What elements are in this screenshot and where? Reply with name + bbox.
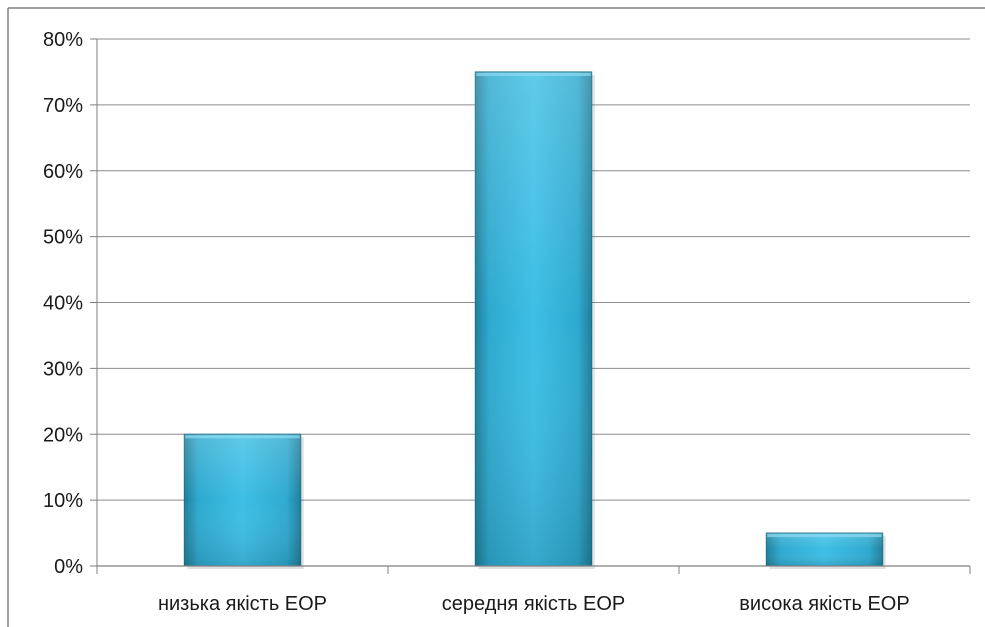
x-axis-category-labels: низька якість ЕОР середня якість ЕОР висок… [158, 593, 910, 615]
bar [183, 433, 304, 569]
x-category-label: висока якість ЕОР [739, 593, 909, 615]
x-category-label: низька якість ЕОР [158, 593, 327, 615]
y-tick-label: 30% [43, 358, 83, 380]
y-tick-label: 0% [54, 556, 83, 578]
bar-top-bevel [476, 72, 591, 76]
bar [765, 532, 886, 569]
bar-highlight [184, 434, 301, 566]
bar-highlight [475, 71, 592, 566]
bar [474, 71, 595, 569]
bars [183, 71, 886, 569]
y-tick-label: 10% [43, 490, 83, 512]
x-category-label: середня якість ЕОР [442, 593, 625, 615]
y-tick-label: 50% [43, 227, 83, 249]
x-axis [96, 39, 971, 574]
y-tick-label: 60% [43, 161, 83, 183]
y-tick-label: 70% [43, 95, 83, 117]
y-tick-label: 80% [43, 29, 83, 51]
bar-top-bevel [767, 534, 882, 538]
y-axis-tick-labels: 0% 10% 20% 30% 40% 50% 60% 70% 80% [43, 29, 83, 578]
bar-highlight [766, 533, 883, 566]
y-tick-label: 20% [43, 424, 83, 446]
y-tick-label: 40% [43, 293, 83, 315]
bar-top-bevel [185, 435, 300, 439]
